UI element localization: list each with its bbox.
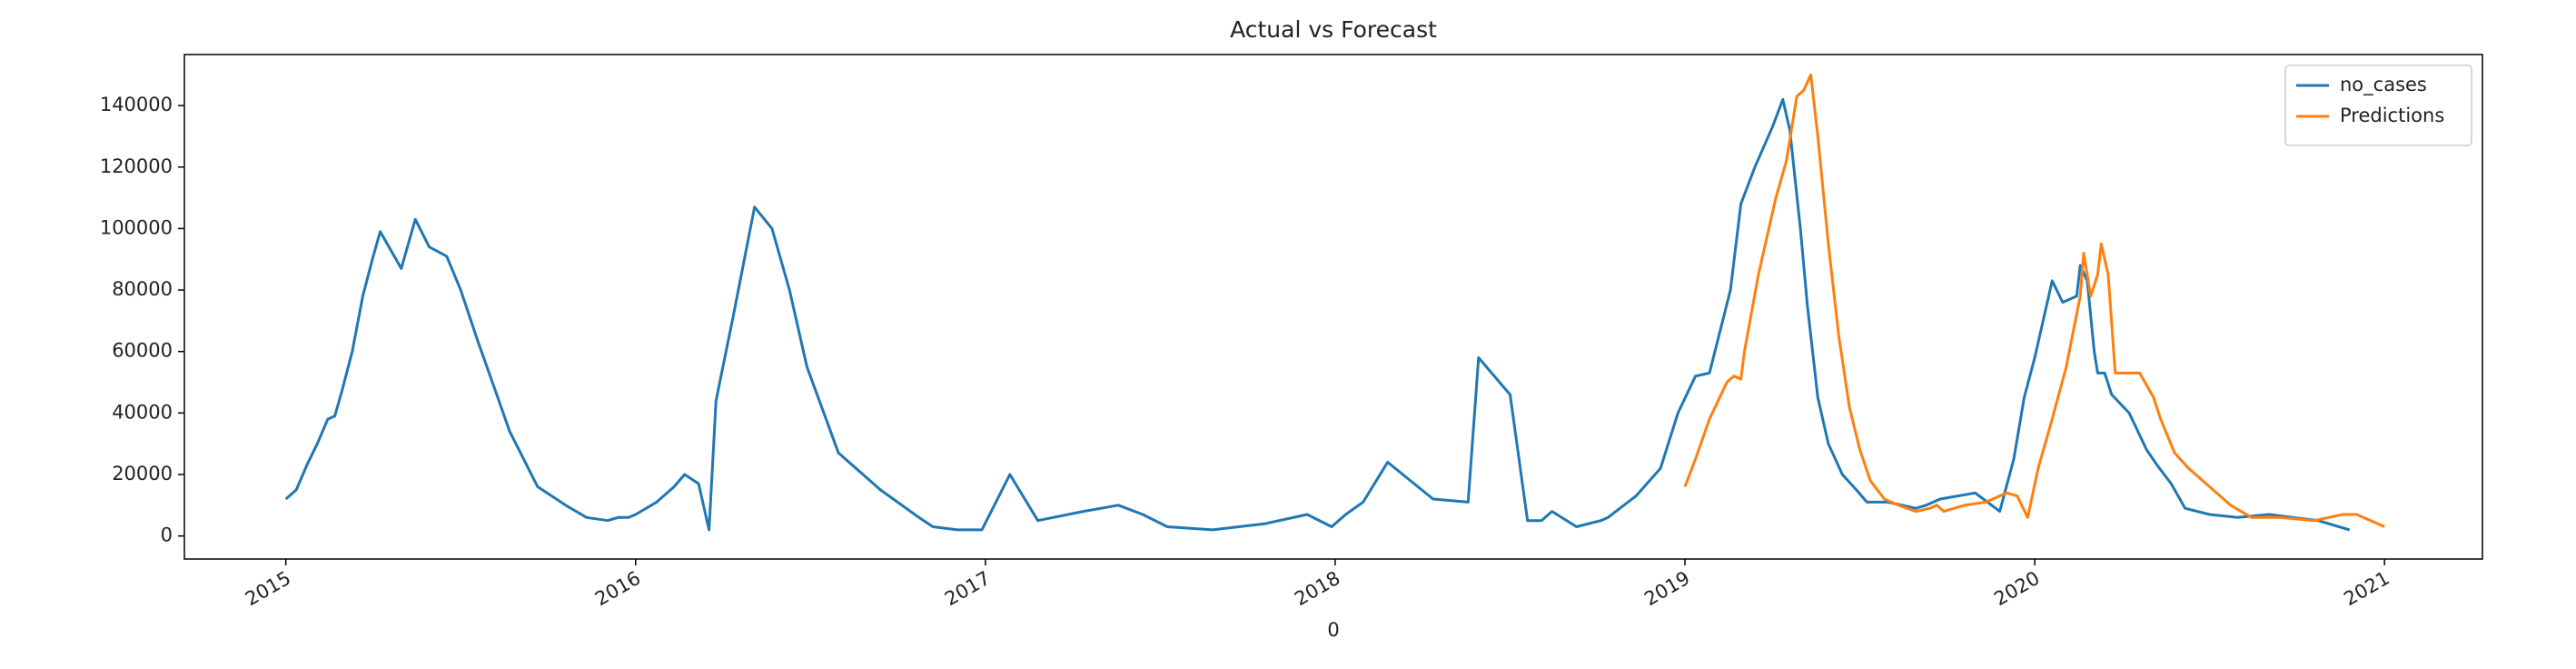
y-tick-label: 20000	[112, 463, 173, 484]
series-line	[284, 97, 2351, 532]
y-tick-label: 120000	[100, 155, 173, 177]
legend-label: no_cases	[2340, 74, 2427, 96]
y-tick-label: 60000	[112, 340, 173, 362]
x-tick-label: 2021	[2340, 567, 2393, 611]
y-tick-label: 80000	[112, 278, 173, 300]
chart-title: Actual vs Forecast	[1230, 16, 1437, 43]
y-tick-label: 100000	[100, 216, 173, 238]
x-tick-label: 2019	[1640, 567, 1693, 611]
y-tick-label: 140000	[100, 94, 173, 115]
y-tick-label: 40000	[112, 401, 173, 423]
x-tick-label: 2017	[941, 567, 994, 611]
x-axis-label: 0	[1327, 619, 1339, 641]
x-tick-label: 2020	[1990, 567, 2043, 611]
series-line	[1683, 73, 2385, 528]
legend-label: Predictions	[2340, 105, 2444, 126]
legend: no_cases Predictions	[2284, 65, 2472, 146]
x-tick-label: 2018	[1291, 567, 1343, 611]
x-tick-label: 2016	[591, 567, 644, 611]
plot-area	[183, 54, 2483, 560]
x-tick-label: 2015	[242, 567, 294, 611]
legend-box	[2284, 65, 2472, 146]
y-tick-label: 0	[161, 524, 173, 546]
